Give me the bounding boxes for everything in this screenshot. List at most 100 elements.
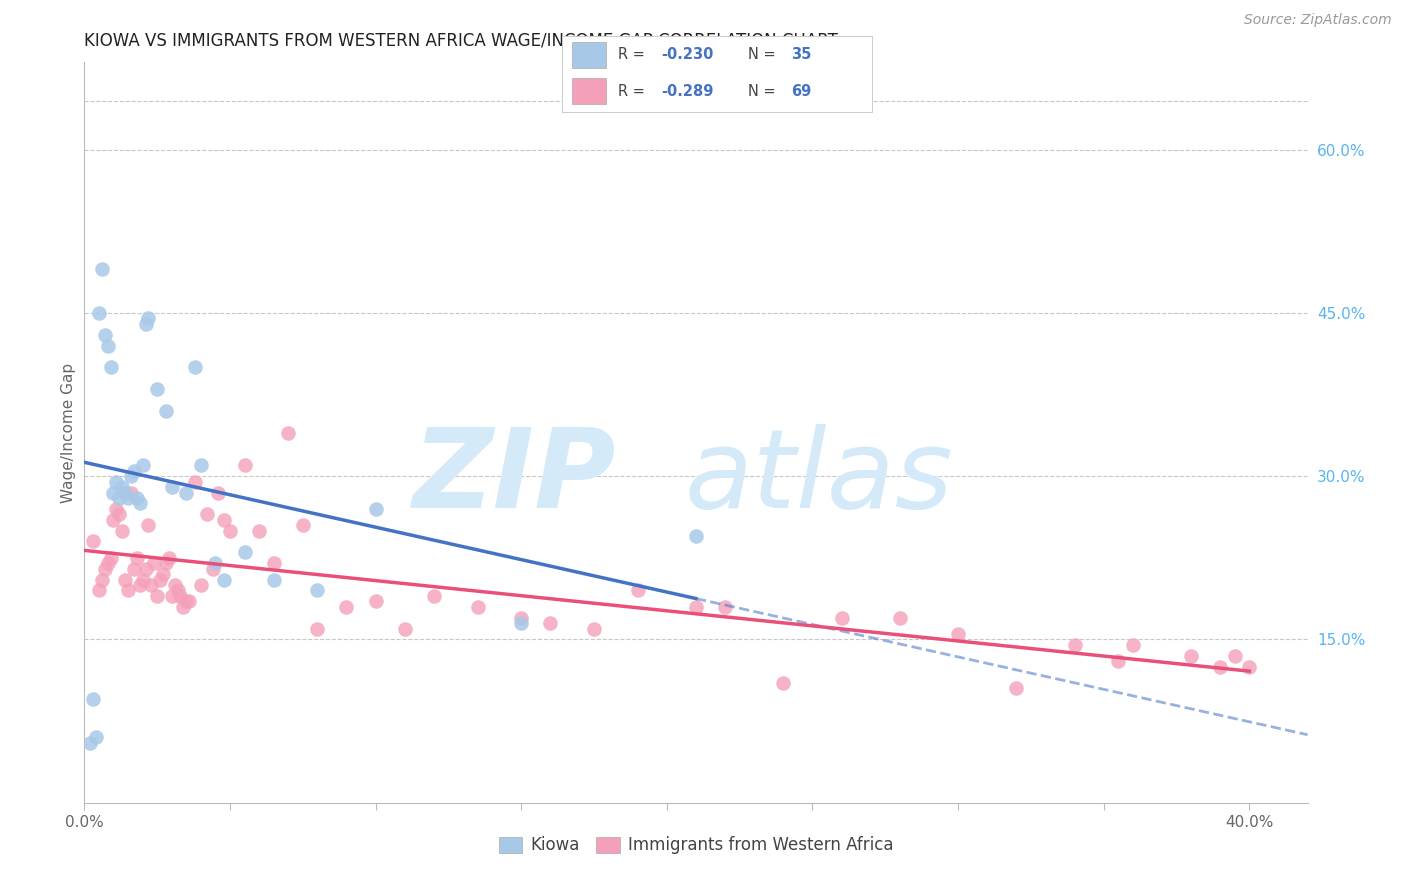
Point <box>87 583 110 598</box>
Point <box>97 556 120 570</box>
Point <box>538 616 561 631</box>
Legend: Kiowa, Immigrants from Western Africa: Kiowa, Immigrants from Western Africa <box>492 830 900 861</box>
Point <box>364 501 387 516</box>
Point <box>128 578 150 592</box>
Point <box>135 562 157 576</box>
Point <box>627 583 650 598</box>
Point <box>1005 681 1028 696</box>
Point <box>108 491 131 505</box>
Point <box>212 513 235 527</box>
Point <box>204 556 226 570</box>
Point <box>190 458 212 473</box>
Point <box>90 262 112 277</box>
Text: 69: 69 <box>792 84 811 98</box>
Point <box>277 425 299 440</box>
Text: ZIP: ZIP <box>413 424 616 531</box>
Point <box>583 622 606 636</box>
Point <box>122 562 145 576</box>
Point <box>149 573 172 587</box>
Point <box>125 550 148 565</box>
Point <box>207 485 229 500</box>
Point <box>84 731 107 745</box>
Point <box>233 458 256 473</box>
Point <box>1122 638 1144 652</box>
Text: 35: 35 <box>792 47 811 62</box>
Point <box>111 524 134 538</box>
Point <box>117 491 139 505</box>
Text: R =: R = <box>619 84 650 98</box>
Point <box>201 562 224 576</box>
Point <box>174 594 197 608</box>
Point <box>1063 638 1085 652</box>
Point <box>946 627 969 641</box>
Text: -0.230: -0.230 <box>661 47 714 62</box>
Point <box>184 360 207 375</box>
Point <box>772 676 794 690</box>
Point <box>166 583 188 598</box>
Point <box>135 317 157 331</box>
Y-axis label: Wage/Income Gap: Wage/Income Gap <box>60 362 76 503</box>
Point <box>247 524 270 538</box>
Text: N =: N = <box>748 47 780 62</box>
Point <box>195 508 218 522</box>
Point <box>212 573 235 587</box>
Point <box>146 589 169 603</box>
Point <box>423 589 446 603</box>
Point <box>103 513 125 527</box>
Text: R =: R = <box>619 47 650 62</box>
Point <box>307 622 329 636</box>
Point <box>831 611 853 625</box>
Point <box>82 534 104 549</box>
Point <box>97 338 120 352</box>
Text: -0.289: -0.289 <box>661 84 714 98</box>
Text: KIOWA VS IMMIGRANTS FROM WESTERN AFRICA WAGE/INCOME GAP CORRELATION CHART: KIOWA VS IMMIGRANTS FROM WESTERN AFRICA … <box>84 32 838 50</box>
Point <box>141 578 163 592</box>
Point <box>103 485 125 500</box>
Point <box>685 599 707 614</box>
Point <box>125 491 148 505</box>
Bar <box>572 42 606 68</box>
Point <box>467 599 489 614</box>
Point <box>394 622 416 636</box>
Point <box>114 485 136 500</box>
Point <box>160 480 183 494</box>
Point <box>93 562 115 576</box>
Point <box>1239 659 1261 673</box>
Point <box>163 578 186 592</box>
Point <box>82 692 104 706</box>
Point <box>111 480 134 494</box>
Point <box>79 736 101 750</box>
Point <box>1209 659 1232 673</box>
Point <box>335 599 357 614</box>
Text: Source: ZipAtlas.com: Source: ZipAtlas.com <box>1244 13 1392 28</box>
Point <box>87 306 110 320</box>
Point <box>889 611 911 625</box>
Point <box>128 496 150 510</box>
Point <box>510 611 533 625</box>
Point <box>100 360 122 375</box>
Point <box>131 458 153 473</box>
Point <box>1107 654 1129 668</box>
Point <box>1223 648 1246 663</box>
Point <box>138 518 160 533</box>
Point <box>100 550 122 565</box>
Point <box>219 524 242 538</box>
Point <box>114 573 136 587</box>
Point <box>190 578 212 592</box>
Point <box>510 616 533 631</box>
Point <box>364 594 387 608</box>
Point <box>263 556 285 570</box>
Point <box>105 475 128 489</box>
Point <box>90 573 112 587</box>
Point <box>93 327 115 342</box>
Point <box>155 404 177 418</box>
Point <box>146 382 169 396</box>
Point <box>184 475 207 489</box>
Text: atlas: atlas <box>683 424 953 531</box>
Point <box>291 518 314 533</box>
Point <box>131 573 153 587</box>
Point <box>120 469 142 483</box>
Point <box>122 464 145 478</box>
Point <box>263 573 285 587</box>
Point <box>108 508 131 522</box>
